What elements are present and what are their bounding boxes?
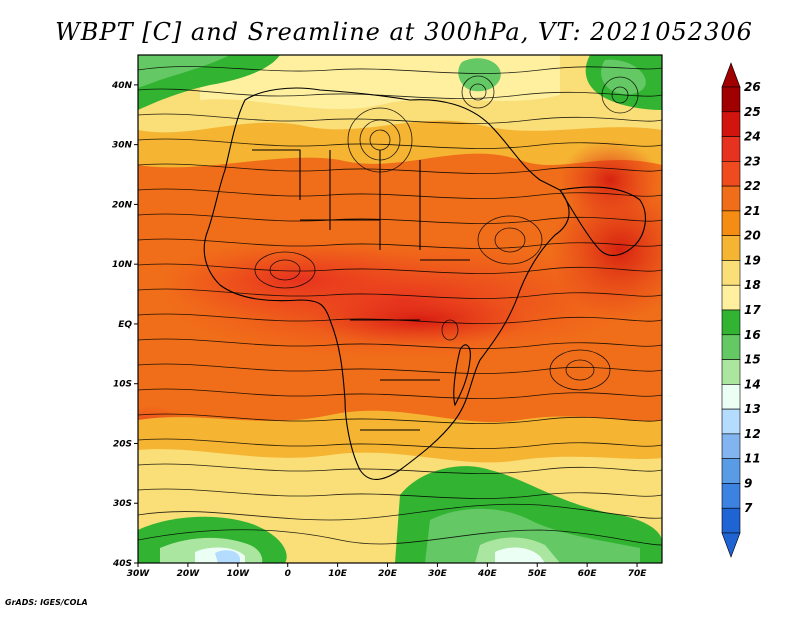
colorbar-label: 21: [744, 204, 761, 218]
colorbar-swatch: [721, 86, 741, 113]
lat-tick-label: 30N: [112, 141, 133, 151]
lon-tick-label: 70E: [628, 569, 648, 579]
lon-tick-label: 0: [285, 569, 291, 579]
colorbar-label: 16: [744, 328, 761, 342]
colorbar-label: 23: [744, 154, 761, 168]
colorbar-label: 13: [744, 402, 761, 416]
colorbar-swatch: [721, 433, 741, 459]
colorbar-swatch: [721, 161, 741, 187]
lat-tick-label: 10S: [113, 380, 132, 390]
colorbar-label: 25: [744, 105, 761, 119]
colorbar-label: 15: [744, 353, 761, 367]
colorbar-label: 19: [744, 253, 761, 267]
colorbar-swatch: [721, 210, 741, 236]
colorbar-label: 9: [744, 476, 752, 490]
map-title: WBPT [C] and Sreamline at 300hPa, VT: 20…: [55, 18, 753, 46]
colorbar-swatch: [721, 235, 741, 261]
lat-tick-label: 30S: [113, 499, 132, 509]
colorbar-swatch: [721, 136, 741, 162]
streamlines: [138, 66, 662, 546]
lon-tick-label: 20W: [177, 569, 201, 579]
colorbar-label: 17: [744, 303, 761, 317]
lon-tick-label: 60E: [578, 569, 598, 579]
lat-tick-label: EQ: [118, 320, 132, 330]
longitude-axis: 30W 20W 10W 0 10E 20E 30E 40E 50E 60E 70E: [127, 563, 647, 579]
lat-tick-label: 40N: [111, 81, 133, 91]
colorbar-swatch: [721, 260, 741, 286]
colorbar-swatch: [721, 284, 741, 311]
colorbar-swatch: [721, 507, 741, 534]
colorbar-label: 22: [744, 179, 761, 193]
colorbar-swatch: [721, 111, 741, 137]
colorbar-label: 7: [744, 501, 753, 515]
colorbar-label: 24: [744, 130, 761, 144]
colorbar-min-triangle: [721, 532, 741, 558]
lon-tick-label: 30E: [428, 569, 448, 579]
map-frame: [137, 54, 663, 564]
colorbar-swatch: [721, 185, 741, 212]
colorbar-swatch: [721, 359, 741, 385]
lon-tick-label: 30W: [127, 569, 151, 579]
lat-tick-label: 20S: [113, 439, 132, 449]
colorbar-swatch: [721, 408, 741, 435]
colorbar-label: 11: [744, 452, 761, 466]
latitude-axis: 40N 30N 20N 10N EQ 10S 20S 30S 40S: [111, 81, 138, 569]
colorbar-swatch: [721, 334, 741, 360]
lon-tick-label: 50E: [528, 569, 548, 579]
colorbar-label: 14: [744, 377, 761, 391]
lon-tick-label: 10E: [328, 569, 348, 579]
colorbar-swatch: [721, 458, 741, 484]
lon-tick-label: 10W: [227, 569, 251, 579]
lat-tick-label: 40S: [112, 559, 132, 569]
colorbar-label: 12: [744, 427, 761, 441]
colorbar-max-triangle: [721, 62, 741, 88]
lon-tick-label: 40E: [477, 569, 498, 579]
grads-credit: GrADS: IGES/COLA: [5, 598, 88, 607]
colorbar-label: 18: [744, 278, 761, 292]
colorbar-label: 26: [744, 80, 761, 94]
colorbar: 26 25 24 23 22 21 20 19 18 17 16 15 14 13 12 11 9 7: [721, 62, 761, 558]
colorbar-swatch: [721, 309, 741, 336]
lon-tick-label: 20E: [378, 569, 398, 579]
colorbar-swatch: [721, 483, 741, 509]
colorbar-swatch: [721, 384, 741, 410]
coastlines: [203, 87, 646, 480]
colorbar-label: 20: [744, 229, 761, 243]
wbpt-field: [138, 55, 662, 563]
lat-tick-label: 20N: [112, 200, 133, 210]
lat-tick-label: 10N: [112, 260, 133, 270]
